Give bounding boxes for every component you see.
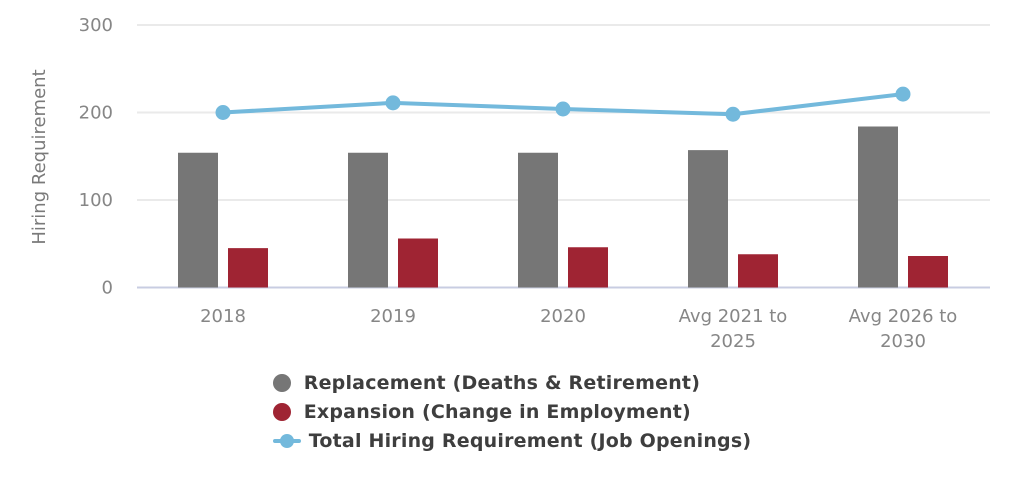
plot-area: 0 100 200 300 Hiring Requirement 2018 2019 2020…: [29, 15, 990, 352]
line-marker-avg-2026-to-2030[interactable]: [895, 86, 911, 102]
legend-item-replacement[interactable]: Replacement (Deaths & Retirement): [272, 372, 701, 394]
bar-expansion-avg-2021-to-2025[interactable]: [738, 254, 778, 288]
x-tick-label-avg-2021-to-2025: Avg 2021 to: [679, 306, 788, 327]
line-marker-2020[interactable]: [555, 101, 571, 117]
legend-swatch-replacement-icon: [272, 374, 291, 392]
y-tick-label-100: 100: [79, 190, 113, 211]
y-tick-label-0: 0: [102, 278, 113, 299]
bar-replacement-avg-2026-to-2030[interactable]: [858, 126, 898, 288]
bar-expansion-2020[interactable]: [568, 247, 608, 288]
x-tick-label-avg-2021-to-2025: 2025: [710, 331, 756, 352]
bar-expansion-2018[interactable]: [228, 248, 268, 288]
bar-replacement-avg-2021-to-2025[interactable]: [688, 150, 728, 288]
x-tick-label-2018: 2018: [200, 306, 246, 327]
line-marker-2019[interactable]: [385, 95, 401, 111]
x-tick-label-2020: 2020: [540, 306, 586, 327]
legend-items: Replacement (Deaths & Retirement) Expans…: [272, 372, 752, 452]
y-tick-label-200: 200: [79, 103, 113, 124]
legend-item-expansion[interactable]: Expansion (Change in Employment): [272, 401, 691, 423]
legend-label-replacement: Replacement (Deaths & Retirement): [303, 372, 701, 394]
y-tick-label-300: 300: [79, 15, 113, 36]
x-tick-label-avg-2026-to-2030: 2030: [880, 331, 926, 352]
bar-replacement-2018[interactable]: [178, 152, 218, 288]
x-tick-label-2019: 2019: [370, 306, 416, 327]
legend-swatch-expansion-icon: [272, 403, 291, 421]
x-tick-label-avg-2026-to-2030: Avg 2026 to: [849, 306, 958, 327]
bar-expansion-2019[interactable]: [398, 238, 438, 288]
legend-label-total: Total Hiring Requirement (Job Openings): [308, 430, 752, 452]
bar-expansion-avg-2026-to-2030[interactable]: [908, 256, 948, 288]
line-marker-2018[interactable]: [215, 105, 231, 120]
line-marker-avg-2021-to-2025[interactable]: [725, 106, 741, 122]
y-axis-title: Hiring Requirement: [29, 69, 50, 244]
legend-swatch-total-line-icon: [272, 432, 301, 450]
bar-replacement-2019[interactable]: [348, 152, 388, 288]
legend: Replacement (Deaths & Retirement) Expans…: [0, 372, 1024, 452]
bar-replacement-2020[interactable]: [518, 152, 558, 288]
legend-item-total[interactable]: Total Hiring Requirement (Job Openings): [272, 430, 752, 452]
legend-label-expansion: Expansion (Change in Employment): [303, 401, 691, 423]
